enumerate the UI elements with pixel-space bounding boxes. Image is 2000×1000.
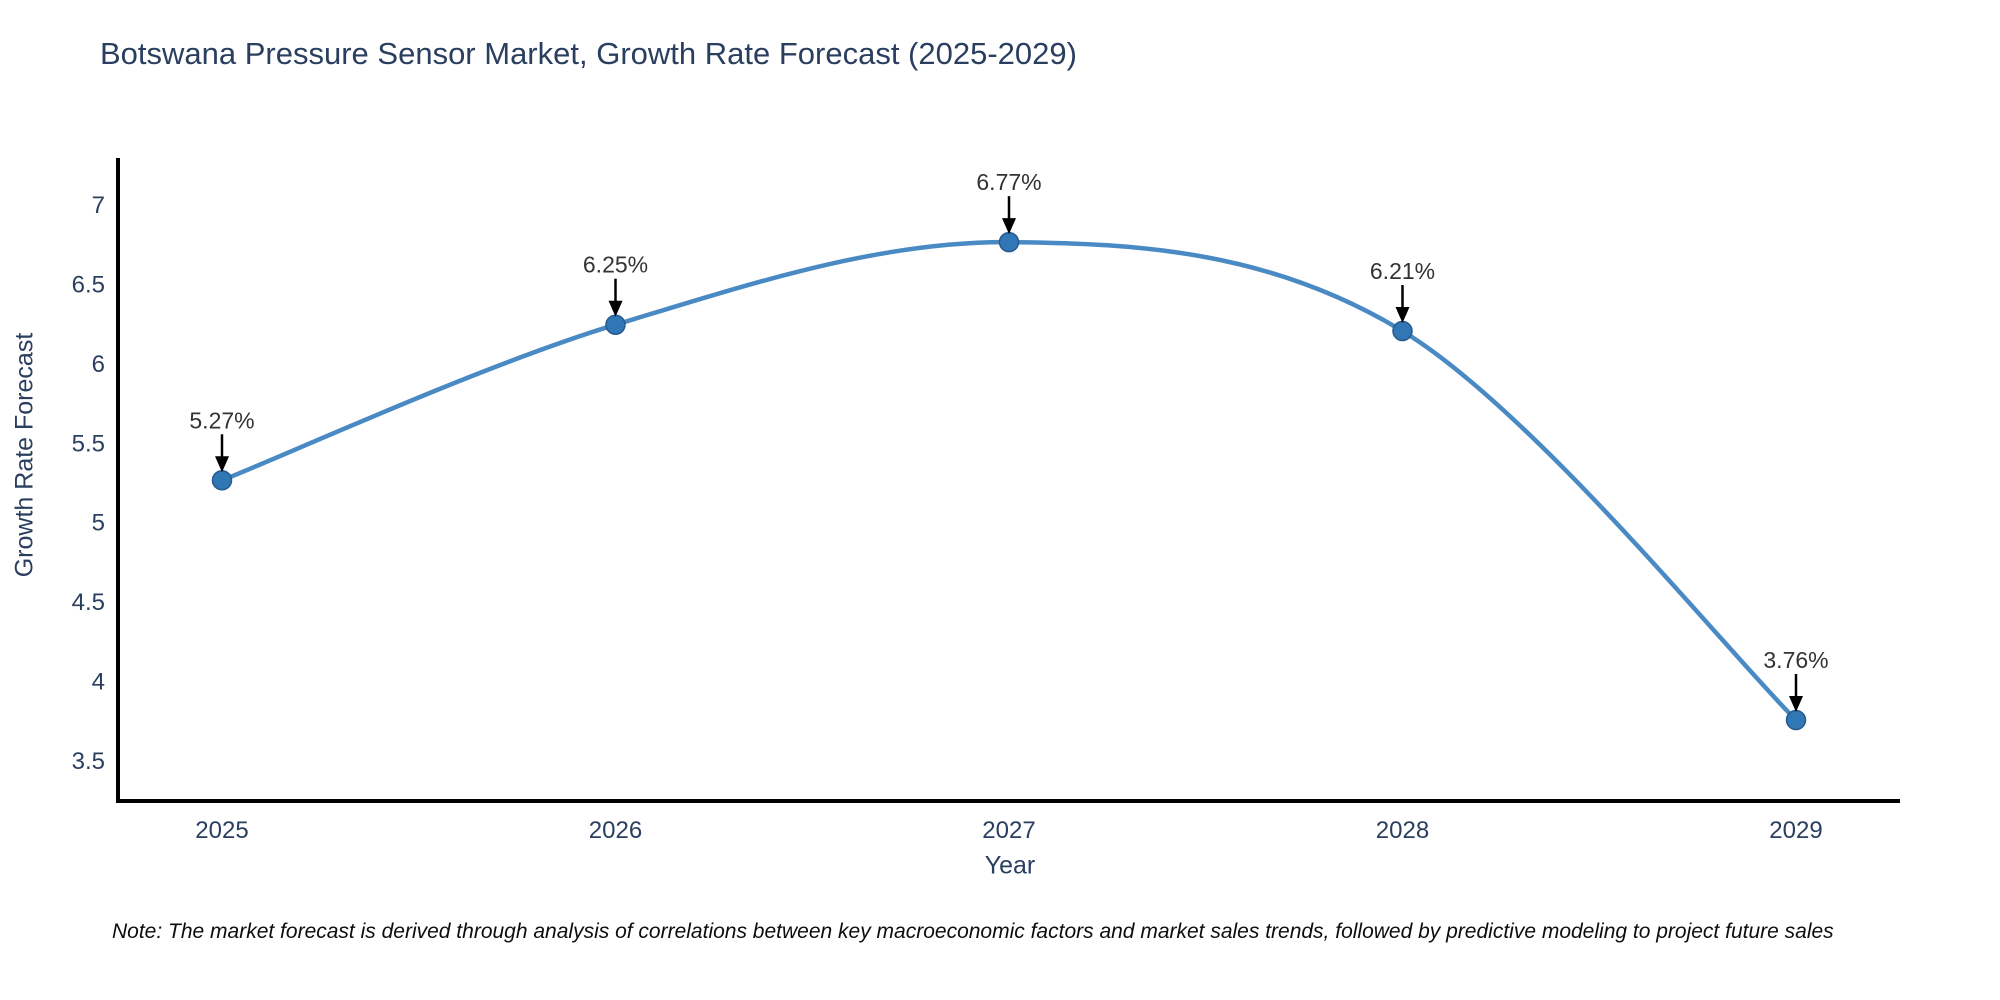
- data-point-marker[interactable]: [211, 470, 233, 491]
- annotation-label: 6.21%: [1370, 258, 1435, 284]
- annotation-label: 3.76%: [1763, 647, 1828, 673]
- y-tick-label: 5.5: [72, 430, 105, 457]
- annotation-arrow-head: [1002, 218, 1016, 235]
- y-tick-label: 5: [92, 510, 105, 537]
- x-axis-title: Year: [984, 851, 1036, 880]
- x-tick-label: 2028: [1376, 817, 1429, 844]
- x-tick-label: 2026: [589, 817, 642, 844]
- data-point-marker[interactable]: [1392, 320, 1413, 342]
- annotation-label: 6.77%: [976, 169, 1041, 195]
- annotation-label: 5.27%: [189, 407, 254, 433]
- x-tick-label: 2027: [982, 817, 1035, 844]
- annotation-arrow-head: [608, 300, 623, 317]
- data-point-marker[interactable]: [998, 231, 1020, 253]
- y-tick-label: 4.5: [72, 589, 105, 616]
- y-tick-label: 6.5: [72, 272, 105, 299]
- trend-line: [219, 239, 1799, 723]
- annotation-label: 6.25%: [583, 252, 648, 278]
- chart-title: Botswana Pressure Sensor Market, Growth …: [100, 36, 1077, 71]
- y-tick-label: 6: [92, 351, 105, 378]
- annotation-arrow-head: [1395, 307, 1410, 324]
- y-tick-label: 3.5: [72, 748, 105, 775]
- footnote: Note: The market forecast is derived thr…: [112, 920, 1834, 943]
- data-point-marker[interactable]: [1785, 709, 1807, 731]
- x-tick-label: 2029: [1769, 817, 1822, 844]
- annotation-arrow-head: [1789, 696, 1803, 713]
- y-tick-label: 7: [92, 192, 105, 219]
- annotation-arrow-head: [215, 456, 229, 473]
- data-point-marker[interactable]: [605, 314, 626, 335]
- x-tick-label: 2025: [195, 817, 248, 844]
- y-tick-label: 4: [92, 668, 105, 695]
